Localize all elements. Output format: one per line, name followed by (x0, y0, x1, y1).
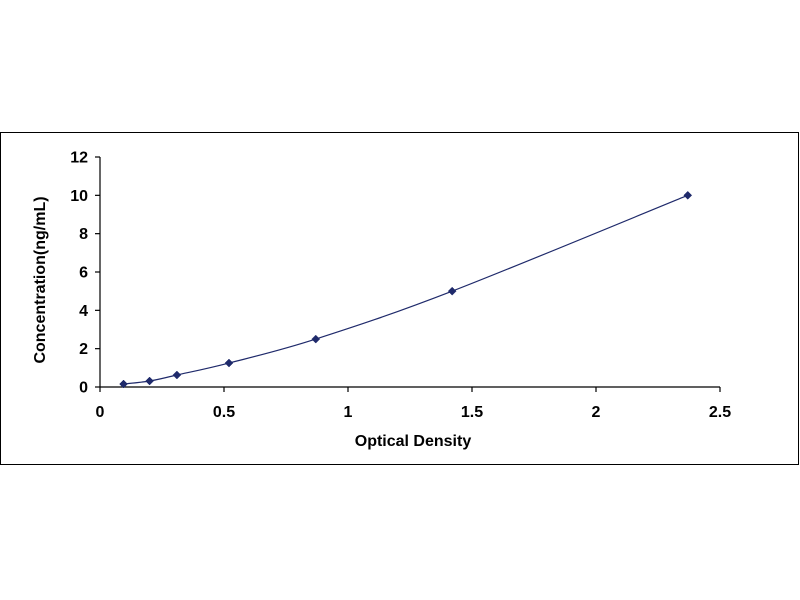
data-point-marker (145, 376, 154, 386)
data-point-marker (311, 334, 321, 344)
x-ticks: 0 0.5 1 1.5 2 2.5 (96, 387, 731, 421)
chart-frame (0, 132, 799, 465)
data-point-marker (119, 379, 128, 389)
data-point-marker (683, 190, 693, 200)
y-tick-label: 6 (79, 265, 88, 282)
data-point-marker (224, 358, 234, 368)
x-tick-label: 2.5 (709, 404, 731, 421)
x-tick-label: 2 (592, 404, 601, 421)
x-tick-label: 1 (344, 404, 353, 421)
y-ticks: 0 2 4 6 8 10 12 (70, 150, 100, 397)
y-tick-label: 8 (79, 226, 88, 243)
axes (99, 157, 720, 388)
y-tick-label: 12 (70, 150, 88, 167)
x-tick-label: 1.5 (461, 404, 483, 421)
data-points (119, 190, 693, 389)
y-axis-title: Concentration(ng/mL) (32, 196, 49, 363)
data-point-marker (447, 286, 457, 296)
curve-layer (123, 194, 688, 385)
y-tick-label: 2 (79, 341, 88, 358)
y-tick-label: 0 (79, 380, 88, 397)
x-tick-label: 0 (96, 404, 105, 421)
data-point-marker (172, 370, 182, 380)
y-tick-label: 4 (79, 303, 88, 320)
y-tick-label: 10 (70, 188, 88, 205)
fit-curve (123, 194, 688, 385)
x-axis-title: Optical Density (355, 433, 472, 450)
x-tick-label: 0.5 (213, 404, 235, 421)
